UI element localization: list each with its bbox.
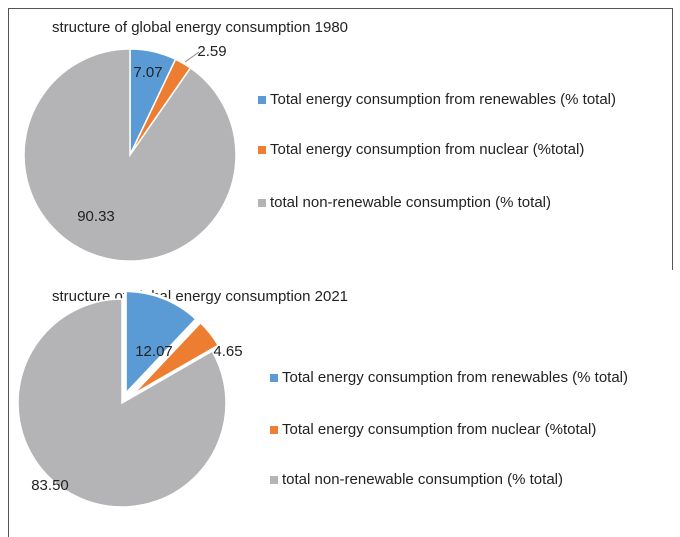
legend-swatch: [270, 374, 278, 382]
data-label: 83.50: [31, 477, 69, 494]
pie-slice: [127, 319, 222, 399]
legend-label: Total energy consumption from nuclear (%…: [282, 421, 596, 438]
chart-title: structure of global energy consumption 1…: [52, 19, 348, 36]
legend-label: Total energy consumption from renewables…: [282, 369, 628, 386]
pie-slice: [123, 289, 199, 399]
pie-slice: [17, 298, 227, 508]
data-label: 7.07: [133, 64, 162, 81]
data-label: 4.65: [213, 343, 242, 360]
legend-label: total non-renewable consumption (% total…: [282, 471, 563, 488]
legend-swatch: [270, 476, 278, 484]
legend-swatch: [258, 146, 266, 154]
legend-label: total non-renewable consumption (% total…: [270, 194, 551, 211]
leader-line: [184, 51, 200, 63]
data-label: 2.59: [197, 43, 226, 60]
frame: [8, 8, 673, 537]
legend-label: Total energy consumption from renewables…: [270, 91, 616, 108]
data-label: 90.33: [77, 208, 115, 225]
pie-slice: [23, 48, 237, 262]
legend-label: Total energy consumption from nuclear (%…: [270, 141, 584, 158]
legend-swatch: [270, 426, 278, 434]
legend-swatch: [258, 96, 266, 104]
data-label: 12.07: [135, 343, 173, 360]
legend-swatch: [258, 199, 266, 207]
